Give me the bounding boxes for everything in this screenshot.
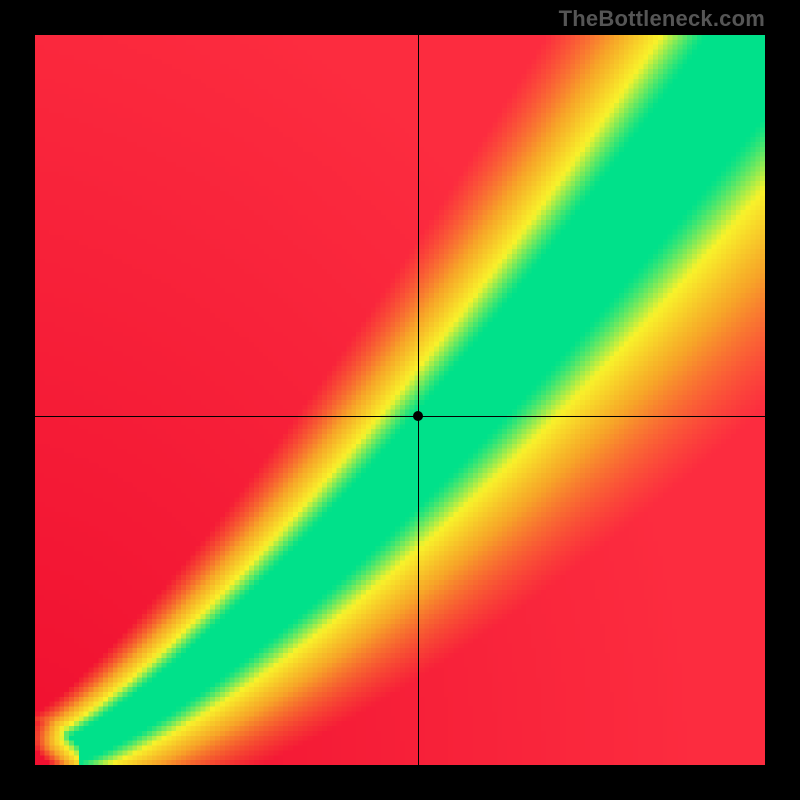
heatmap-canvas (35, 35, 765, 765)
crosshair-horizontal (35, 416, 765, 417)
marker-dot (413, 411, 423, 421)
plot-area (35, 35, 765, 765)
watermark-text: TheBottleneck.com (559, 6, 765, 32)
chart-container: TheBottleneck.com (0, 0, 800, 800)
crosshair-vertical (418, 35, 419, 765)
